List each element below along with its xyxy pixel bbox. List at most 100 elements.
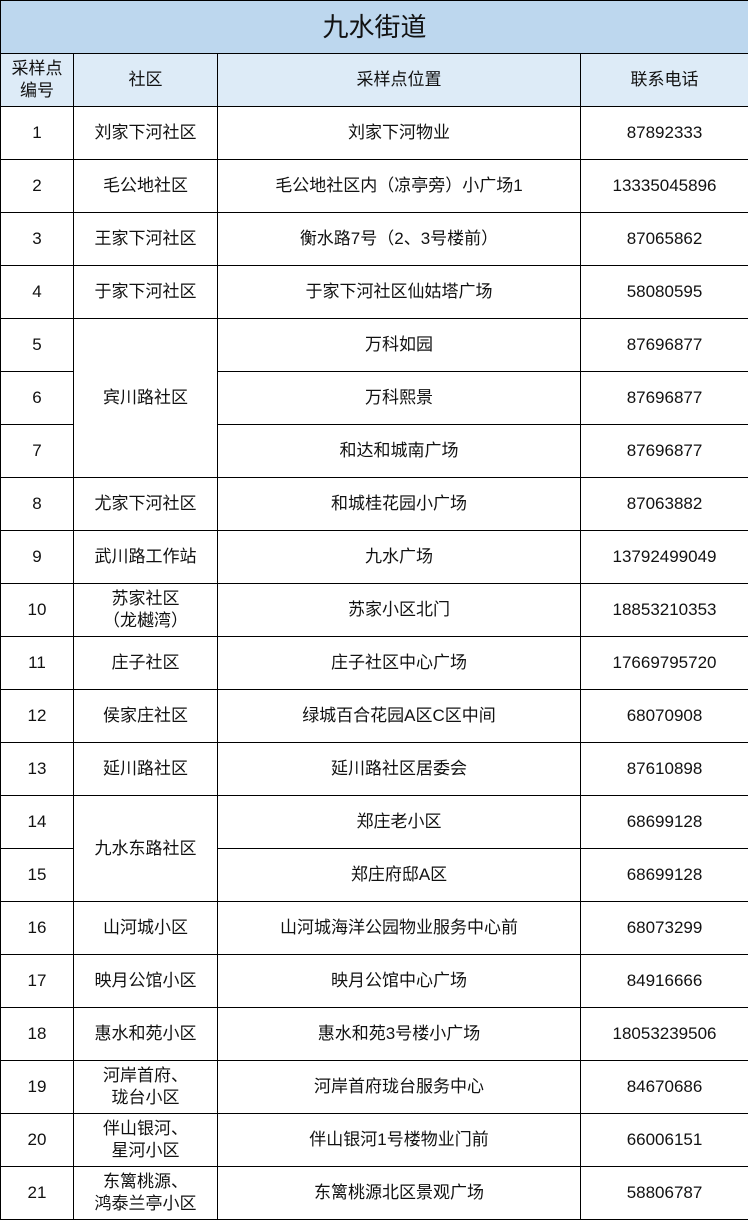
- cell-location: 郑庄府邸A区: [217, 848, 581, 902]
- cell-location: 伴山银河1号楼物业门前: [217, 1113, 581, 1167]
- cell-location: 山河城海洋公园物业服务中心前: [217, 901, 581, 955]
- table-row: 7 和达和城南广场 87696877: [0, 424, 748, 478]
- cell-location: 刘家下河物业: [217, 106, 581, 160]
- table-row: 21 东篱桃源、 鸿泰兰亭小区 东篱桃源北区景观广场 58806787: [0, 1166, 748, 1220]
- cell-location: 东篱桃源北区景观广场: [217, 1166, 581, 1220]
- cell-phone: 18853210353: [579, 583, 748, 637]
- cell-phone: 68699128: [579, 848, 748, 902]
- table-row: 6 万科熙景 87696877: [0, 371, 748, 425]
- cell-location: 九水广场: [217, 530, 581, 584]
- cell-location: 万科如园: [217, 318, 581, 372]
- cell-number: 2: [0, 159, 74, 213]
- table-row: 15 郑庄府邸A区 68699128: [0, 848, 748, 902]
- table-row: 1 刘家下河社区 刘家下河物业 87892333: [0, 106, 748, 160]
- cell-community: 侯家庄社区: [73, 689, 218, 743]
- cell-number: 12: [0, 689, 74, 743]
- table-row: 13 延川路社区 延川路社区居委会 87610898: [0, 742, 748, 796]
- cell-phone: 68070908: [579, 689, 748, 743]
- cell-number: 14: [0, 795, 74, 849]
- header-location: 采样点位置: [217, 53, 581, 107]
- cell-community: 刘家下河社区: [73, 106, 218, 160]
- cell-phone: 87696877: [579, 318, 748, 372]
- cell-number: 19: [0, 1060, 74, 1114]
- cell-phone: 87696877: [579, 424, 748, 478]
- cell-community: 尤家下河社区: [73, 477, 218, 531]
- cell-location: 惠水和苑3号楼小广场: [217, 1007, 581, 1061]
- cell-community: 伴山银河、 星河小区: [73, 1113, 218, 1167]
- cell-location: 延川路社区居委会: [217, 742, 581, 796]
- table-row: 20 伴山银河、 星河小区 伴山银河1号楼物业门前 66006151: [0, 1113, 748, 1167]
- cell-community: 九水东路社区: [73, 795, 218, 902]
- cell-location: 郑庄老小区: [217, 795, 581, 849]
- header-number: 采样点 编号: [0, 53, 74, 107]
- table-row: 3 王家下河社区 衡水路7号（2、3号楼前） 87065862: [0, 212, 748, 266]
- header-phone: 联系电话: [579, 53, 748, 107]
- cell-phone: 87696877: [579, 371, 748, 425]
- cell-location: 绿城百合花园A区C区中间: [217, 689, 581, 743]
- table-row: 9 武川路工作站 九水广场 13792499049: [0, 530, 748, 584]
- cell-location: 苏家小区北门: [217, 583, 581, 637]
- cell-number: 16: [0, 901, 74, 955]
- table-row: 17 映月公馆小区 映月公馆中心广场 84916666: [0, 954, 748, 1008]
- cell-number: 6: [0, 371, 74, 425]
- table-row: 4 于家下河社区 于家下河社区仙姑塔广场 58080595: [0, 265, 748, 319]
- table-row: 11 庄子社区 庄子社区中心广场 17669795720: [0, 636, 748, 690]
- cell-number: 21: [0, 1166, 74, 1220]
- cell-location: 和达和城南广场: [217, 424, 581, 478]
- cell-phone: 87065862: [579, 212, 748, 266]
- cell-phone: 84670686: [579, 1060, 748, 1114]
- cell-community: 王家下河社区: [73, 212, 218, 266]
- table-row: 8 尤家下河社区 和城桂花园小广场 87063882: [0, 477, 748, 531]
- cell-phone: 66006151: [579, 1113, 748, 1167]
- cell-community: 惠水和苑小区: [73, 1007, 218, 1061]
- table-body: 1 刘家下河社区 刘家下河物业 87892333 2 毛公地社区 毛公地社区内（凉亭旁）小广…: [0, 106, 748, 1220]
- cell-community: 延川路社区: [73, 742, 218, 796]
- cell-community: 苏家社区 （龙樾湾）: [73, 583, 218, 637]
- header-community: 社区: [73, 53, 218, 107]
- cell-phone: 17669795720: [579, 636, 748, 690]
- cell-number: 7: [0, 424, 74, 478]
- cell-phone: 84916666: [579, 954, 748, 1008]
- table-row: 19 河岸首府、 珑台小区 河岸首府珑台服务中心 84670686: [0, 1060, 748, 1114]
- cell-number: 9: [0, 530, 74, 584]
- cell-phone: 18053239506: [579, 1007, 748, 1061]
- table-title: 九水街道: [0, 0, 748, 54]
- cell-number: 8: [0, 477, 74, 531]
- cell-number: 1: [0, 106, 74, 160]
- table-row: 14 九水东路社区 郑庄老小区 68699128: [0, 795, 748, 902]
- cell-location: 万科熙景: [217, 371, 581, 425]
- cell-community: 于家下河社区: [73, 265, 218, 319]
- cell-phone: 87892333: [579, 106, 748, 160]
- table-row: 10 苏家社区 （龙樾湾） 苏家小区北门 18853210353: [0, 583, 748, 637]
- cell-phone: 13792499049: [579, 530, 748, 584]
- cell-community: 毛公地社区: [73, 159, 218, 213]
- cell-location: 庄子社区中心广场: [217, 636, 581, 690]
- cell-phone: 87610898: [579, 742, 748, 796]
- cell-phone: 58806787: [579, 1166, 748, 1220]
- cell-location: 毛公地社区内（凉亭旁）小广场1: [217, 159, 581, 213]
- table-row: 12 侯家庄社区 绿城百合花园A区C区中间 68070908: [0, 689, 748, 743]
- cell-community: 映月公馆小区: [73, 954, 218, 1008]
- cell-number: 18: [0, 1007, 74, 1061]
- cell-number: 13: [0, 742, 74, 796]
- cell-phone: 58080595: [579, 265, 748, 319]
- cell-location: 河岸首府珑台服务中心: [217, 1060, 581, 1114]
- cell-number: 17: [0, 954, 74, 1008]
- cell-location: 衡水路7号（2、3号楼前）: [217, 212, 581, 266]
- table-row: 18 惠水和苑小区 惠水和苑3号楼小广场 18053239506: [0, 1007, 748, 1061]
- cell-number: 20: [0, 1113, 74, 1167]
- cell-phone: 68699128: [579, 795, 748, 849]
- cell-community: 宾川路社区: [73, 318, 218, 478]
- table-row: 2 毛公地社区 毛公地社区内（凉亭旁）小广场1 13335045896: [0, 159, 748, 213]
- table-row: 5 宾川路社区 万科如园 87696877: [0, 318, 748, 478]
- cell-community: 河岸首府、 珑台小区: [73, 1060, 218, 1114]
- cell-location: 映月公馆中心广场: [217, 954, 581, 1008]
- cell-location: 和城桂花园小广场: [217, 477, 581, 531]
- cell-number: 4: [0, 265, 74, 319]
- cell-number: 3: [0, 212, 74, 266]
- cell-community: 山河城小区: [73, 901, 218, 955]
- cell-number: 11: [0, 636, 74, 690]
- cell-number: 5: [0, 318, 74, 372]
- cell-location: 于家下河社区仙姑塔广场: [217, 265, 581, 319]
